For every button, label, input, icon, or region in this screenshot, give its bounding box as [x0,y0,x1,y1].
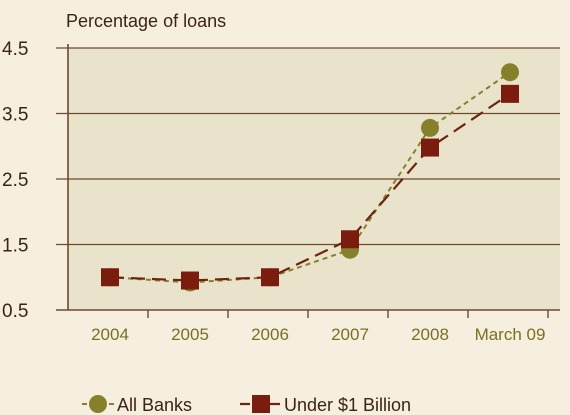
data-point-under-1-billion [421,138,439,157]
x-tick-label: 2005 [171,325,209,344]
series-markers [101,63,519,292]
y-tick-label: 3.5 [2,105,28,126]
gridlines [56,47,560,246]
data-point-all-banks [501,63,519,82]
x-tick-label: 2008 [411,325,449,344]
x-tick-label: 2006 [251,325,289,344]
series-line-under-1-billion [109,92,511,282]
data-point-under-1-billion [181,271,199,290]
series-line-all-banks [109,71,511,284]
data-point-under-1-billion [341,230,359,249]
y-tick-label: 0.5 [2,301,28,322]
legend-label-all-banks: All Banks [117,395,192,415]
series-lines [109,71,511,284]
x-tick-label: 2007 [331,325,369,344]
data-point-under-1-billion [501,84,519,103]
y-tick-label: 1.5 [2,236,28,257]
y-tick-label: 2.5 [2,170,28,191]
data-point-under-1-billion [101,268,119,287]
legend: All Banks Under $1 Billion [82,395,411,415]
data-point-under-1-billion [261,268,279,287]
y-tick-label: 4.5 [2,39,28,60]
axes [56,44,560,318]
x-tick-labels: 2004 2005 2006 2007 2008 March 09 [91,325,545,344]
legend-marker-under-1-billion [252,395,270,413]
y-tick-labels: 4.5 3.5 2.5 1.5 0.5 [2,39,28,322]
y-axis-label: Percentage of loans [66,11,226,31]
legend-label-under-1-billion: Under $1 Billion [284,395,411,415]
x-tick-label: 2004 [91,325,129,344]
legend-marker-all-banks [89,395,107,413]
data-point-all-banks [421,118,439,137]
x-tick-label: March 09 [475,325,546,344]
